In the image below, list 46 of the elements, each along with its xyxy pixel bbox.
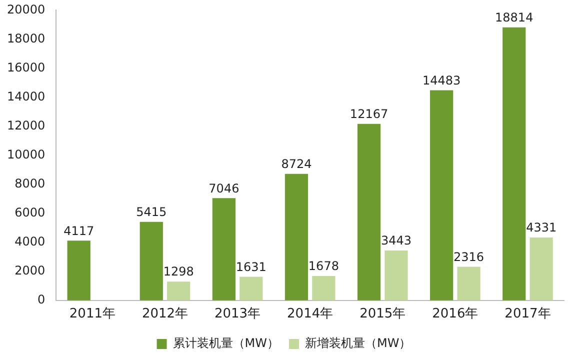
y-tick-label: 0 (38, 292, 46, 307)
bar (312, 276, 336, 300)
data-label: 1298 (163, 264, 194, 279)
bar (284, 174, 308, 300)
data-label: 12167 (350, 106, 388, 121)
y-tick-label: 16000 (6, 60, 46, 74)
data-label: 1631 (236, 260, 266, 274)
x-tick-label: 2012年 (142, 306, 188, 322)
legend-label: 新增装机量（MW） (305, 336, 412, 350)
bar (67, 240, 90, 300)
y-tick-label: 14000 (6, 89, 46, 104)
bar (240, 276, 263, 300)
data-label: 2316 (454, 250, 484, 264)
data-label: 14483 (422, 73, 461, 88)
data-label: 5415 (136, 204, 167, 219)
bar (212, 198, 236, 300)
x-tick-label: 2017年 (504, 306, 551, 322)
data-label: 4331 (526, 220, 557, 235)
bar (430, 90, 454, 300)
data-label: 18814 (495, 10, 534, 25)
bar (167, 282, 190, 300)
data-label: 3443 (380, 234, 412, 248)
y-tick-label: 8000 (14, 176, 46, 190)
x-tick-label: 2011年 (69, 306, 116, 322)
bar (502, 27, 526, 300)
bar (140, 222, 163, 300)
bar (457, 266, 480, 300)
x-tick-label: 2016年 (432, 306, 478, 322)
y-tick-label: 20000 (6, 2, 46, 16)
data-label: 8724 (281, 156, 312, 171)
bar (357, 124, 381, 300)
y-tick-label: 12000 (6, 118, 46, 132)
bar (384, 250, 408, 300)
legend-label: 累计装机量（MW） (172, 336, 279, 350)
y-tick-label: 6000 (14, 205, 46, 220)
y-tick-label: 4000 (14, 234, 46, 248)
data-label: 1678 (308, 259, 339, 274)
y-tick-label: 18000 (6, 31, 46, 46)
data-label: 7046 (208, 181, 240, 196)
x-tick-label: 2015年 (360, 306, 406, 322)
data-label: 4117 (64, 224, 94, 238)
y-tick-label: 10000 (6, 147, 46, 162)
x-tick-label: 2014年 (287, 306, 334, 322)
bar (530, 238, 553, 300)
x-tick-label: 2013年 (214, 306, 261, 322)
y-tick-label: 2000 (14, 264, 46, 278)
